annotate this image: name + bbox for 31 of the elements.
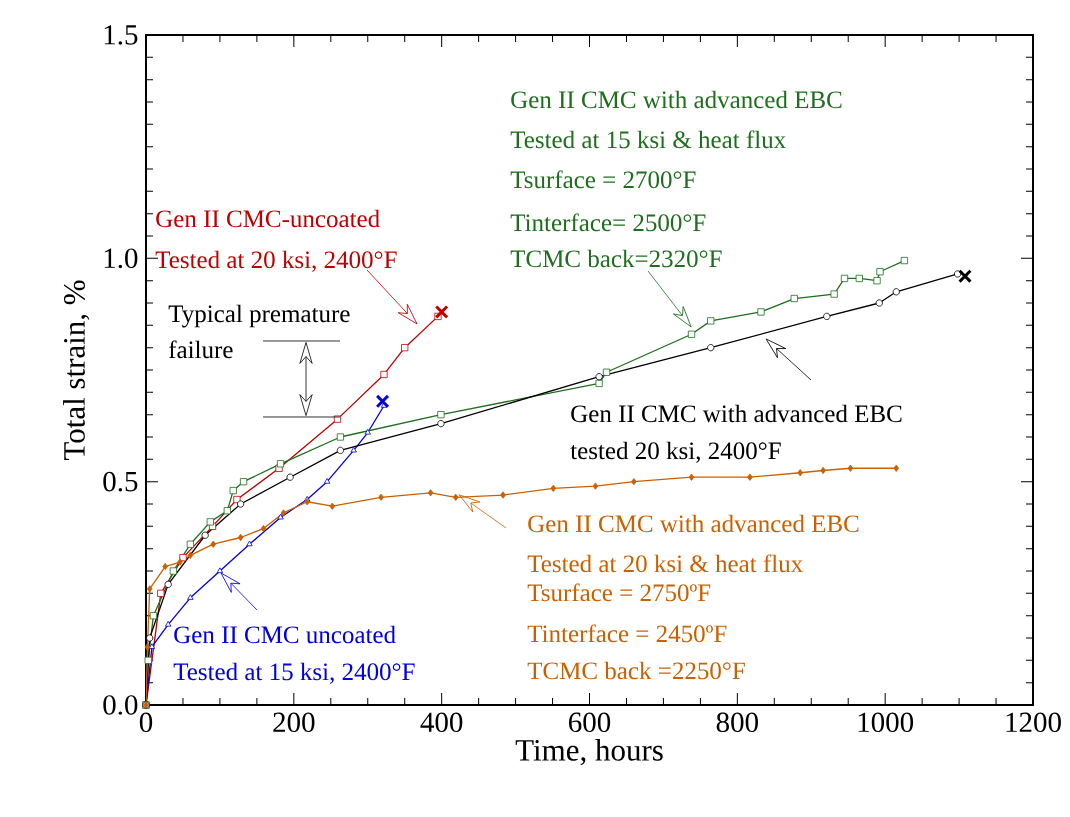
annotation: Tested at 20 ksi & heat flux <box>527 554 803 573</box>
y-tick-label: 1.5 <box>104 25 138 45</box>
y-tick-label: 0.0 <box>103 695 138 715</box>
annotation: tested 20 ksi, 2400°F <box>570 441 781 463</box>
x-axis-title: Time, hours <box>515 738 663 766</box>
annotation: Tested at 15 ksi, 2400°F <box>173 662 415 684</box>
annotation: Tinterface = 2450ºF <box>527 624 727 643</box>
annotation: Tsurface = 2700°F <box>510 170 696 189</box>
annotation: Gen II CMC with advanced EBC <box>528 514 859 533</box>
annotation: Tested at 20 ksi, 2400°F <box>155 250 397 272</box>
x-tick-label: 600 <box>569 712 611 733</box>
annotation: Gen II CMC with advanced EBC <box>571 404 902 423</box>
annotation: Gen II CMC-uncoated <box>156 209 380 228</box>
y-axis-title: Total strain, % <box>63 280 90 461</box>
annotation: Tested at 15 ksi & heat flux <box>510 130 786 149</box>
x-tick-label: 800 <box>716 712 758 733</box>
annotation: TCMC back =2250°F <box>527 661 745 680</box>
x-tick-label: 200 <box>273 712 315 733</box>
annotation: Typical premature <box>168 304 350 328</box>
x-tick-label: 400 <box>420 712 463 733</box>
x-tick-label: 1000 <box>858 712 914 733</box>
annotation: Tsurface = 2750ºF <box>527 583 711 602</box>
x-tick-label: 1200 <box>1006 712 1061 733</box>
annotation: Gen II CMC uncoated <box>174 625 396 644</box>
annotation: TCMC back=2320°F <box>510 249 722 268</box>
annotation: Tinterface= 2500°F <box>510 213 706 232</box>
x-tick-label: 0 <box>139 712 153 733</box>
y-tick-label: 1.0 <box>104 248 138 269</box>
annotation: failure <box>168 340 233 359</box>
y-tick-label: 0.5 <box>103 471 138 492</box>
annotation: Gen II CMC with advanced EBC <box>511 90 842 109</box>
